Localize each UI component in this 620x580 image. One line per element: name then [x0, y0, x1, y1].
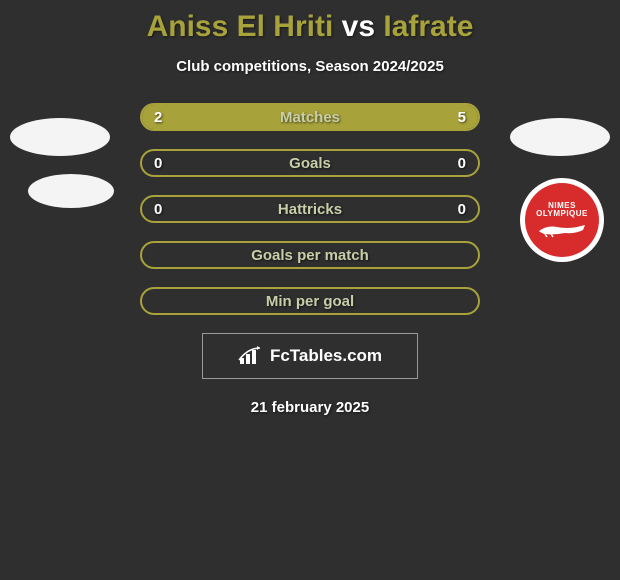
nimes-olympique-badge: NIMES OLYMPIQUE: [525, 183, 599, 257]
stat-label: Min per goal: [266, 293, 354, 310]
stat-label: Goals per match: [251, 247, 369, 264]
bar-chart-icon: [238, 346, 264, 366]
vs-text: vs: [342, 10, 375, 43]
stat-value-right: 5: [458, 109, 466, 126]
player1-name: Aniss El Hriti: [147, 10, 334, 43]
subtitle: Club competitions, Season 2024/2025: [0, 58, 620, 75]
player2-club-badge: NIMES OLYMPIQUE: [520, 178, 604, 262]
nimes-badge-line2: OLYMPIQUE: [536, 210, 588, 218]
player2-name: Iafrate: [383, 10, 473, 43]
stat-row-hattricks: Hattricks 0 0: [140, 195, 480, 223]
stat-label: Matches: [280, 109, 340, 126]
stat-label: Hattricks: [278, 201, 342, 218]
fctables-logo-text: FcTables.com: [270, 346, 382, 366]
stat-value-left: 0: [154, 201, 162, 218]
stat-label: Goals: [289, 155, 331, 172]
crocodile-icon: [537, 221, 587, 239]
fctables-logo-box: FcTables.com: [202, 333, 418, 379]
stat-value-left: 2: [154, 109, 162, 126]
stat-value-left: 0: [154, 155, 162, 172]
date: 21 february 2025: [0, 399, 620, 416]
stat-row-min-per-goal: Min per goal: [140, 287, 480, 315]
bar-fill-right: [238, 105, 478, 129]
player1-club-badge-placeholder-1: [10, 118, 110, 156]
stat-row-goals: Goals 0 0: [140, 149, 480, 177]
player1-club-badge-placeholder-2: [28, 174, 114, 208]
player2-club-badge-placeholder-1: [510, 118, 610, 156]
stat-value-right: 0: [458, 155, 466, 172]
page-title: Aniss El Hriti vs Iafrate: [0, 0, 620, 44]
stat-row-matches: Matches 2 5: [140, 103, 480, 131]
stat-value-right: 0: [458, 201, 466, 218]
stat-row-goals-per-match: Goals per match: [140, 241, 480, 269]
